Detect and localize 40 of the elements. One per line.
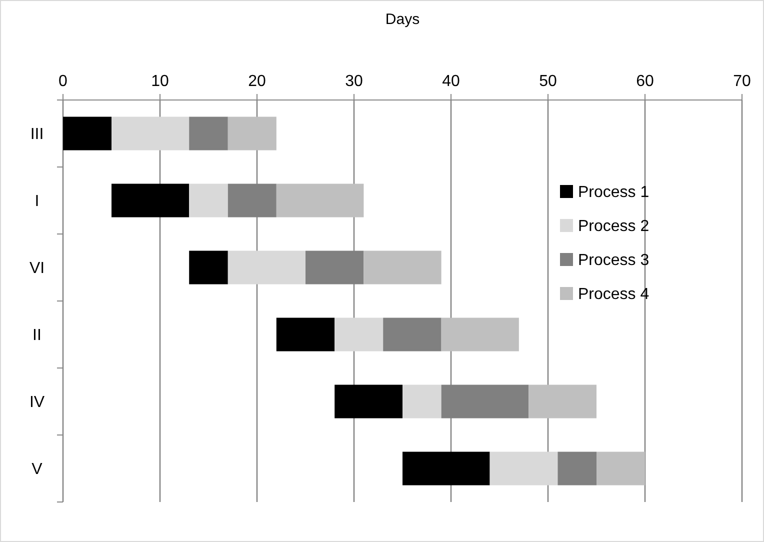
x-tick-label: 50	[539, 73, 557, 90]
bar	[596, 452, 645, 486]
bar	[189, 250, 228, 284]
bar	[402, 452, 490, 486]
y-tick-label: III	[30, 126, 44, 144]
x-tick-label: 0	[58, 73, 68, 90]
bar	[558, 452, 596, 486]
x-tick-label: 30	[345, 73, 363, 90]
bar	[383, 318, 442, 352]
bar	[228, 116, 276, 150]
legend-label: Process 2	[578, 218, 650, 236]
y-tick-label: IV	[29, 394, 45, 412]
bar	[441, 318, 519, 352]
bar	[334, 384, 402, 418]
x-tick-label: 40	[442, 73, 460, 90]
bar	[334, 318, 384, 352]
bar	[490, 452, 558, 486]
bar	[276, 318, 335, 352]
bar	[228, 250, 306, 284]
x-tick-label: 10	[151, 73, 169, 90]
legend-label: Process 1	[578, 184, 650, 202]
y-tick-label: II	[32, 327, 42, 344]
x-tick-label: 20	[248, 73, 266, 90]
y-tick-label: V	[32, 461, 43, 478]
bar	[402, 384, 442, 418]
y-tick-label: I	[34, 193, 40, 210]
bar	[364, 250, 442, 284]
x-axis-title: Days	[385, 11, 420, 28]
legend-label: Process 3	[578, 252, 650, 270]
x-tick-label: 70	[733, 73, 751, 90]
bar	[189, 116, 228, 150]
bar	[528, 384, 596, 418]
y-tick-label: VI	[29, 260, 45, 278]
bar	[276, 184, 364, 218]
bar	[189, 184, 228, 218]
bar	[112, 184, 190, 218]
bar	[63, 116, 112, 150]
x-tick-label: 60	[636, 73, 654, 90]
bar	[112, 116, 190, 150]
legend-label: Process 4	[578, 286, 650, 304]
